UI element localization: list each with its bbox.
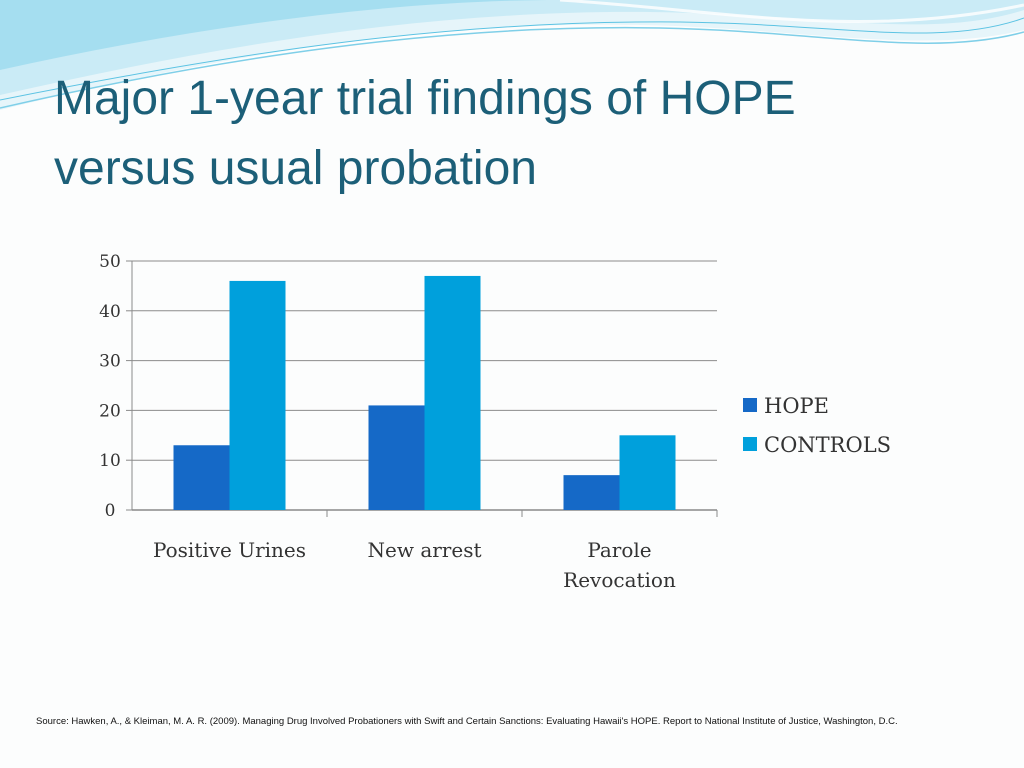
x-category-label: New arrest — [368, 538, 482, 562]
slide-title-line-2: versus usual probation — [54, 142, 537, 195]
y-tick-label: 50 — [99, 252, 121, 272]
legend-label-controls: CONTROLS — [764, 433, 891, 457]
x-category-label: Positive Urines — [153, 538, 306, 562]
legend-swatch-hope — [743, 398, 757, 412]
bar-hope-1 — [368, 405, 425, 510]
bar-chart: 0 10 20 30 40 50 Positive Urines New arrest Paro… — [99, 252, 891, 592]
y-tick-label: 0 — [105, 501, 116, 521]
bar-controls-0 — [229, 280, 286, 510]
legend-label-hope: HOPE — [764, 394, 829, 418]
slide-title-line-1: Major 1-year trial findings of HOPE — [54, 72, 796, 125]
bar-controls-1 — [424, 275, 481, 510]
legend-swatch-controls — [743, 437, 757, 451]
x-category-label: Parole — [587, 538, 651, 562]
y-tick-label: 20 — [99, 401, 121, 421]
y-tick-label: 10 — [99, 451, 121, 471]
x-category-label: Revocation — [563, 568, 676, 592]
header-wave-decoration — [0, 0, 1024, 110]
bar-hope-2 — [563, 475, 620, 510]
bar-controls-2 — [619, 435, 676, 510]
y-tick-label: 40 — [99, 302, 121, 322]
slide-title: Major 1-year trial findings of HOPE vers… — [54, 64, 994, 204]
bar-hope-0 — [173, 445, 230, 510]
source-citation: Source: Hawken, A., & Kleiman, M. A. R. … — [36, 716, 898, 727]
y-tick-label: 30 — [99, 352, 121, 372]
